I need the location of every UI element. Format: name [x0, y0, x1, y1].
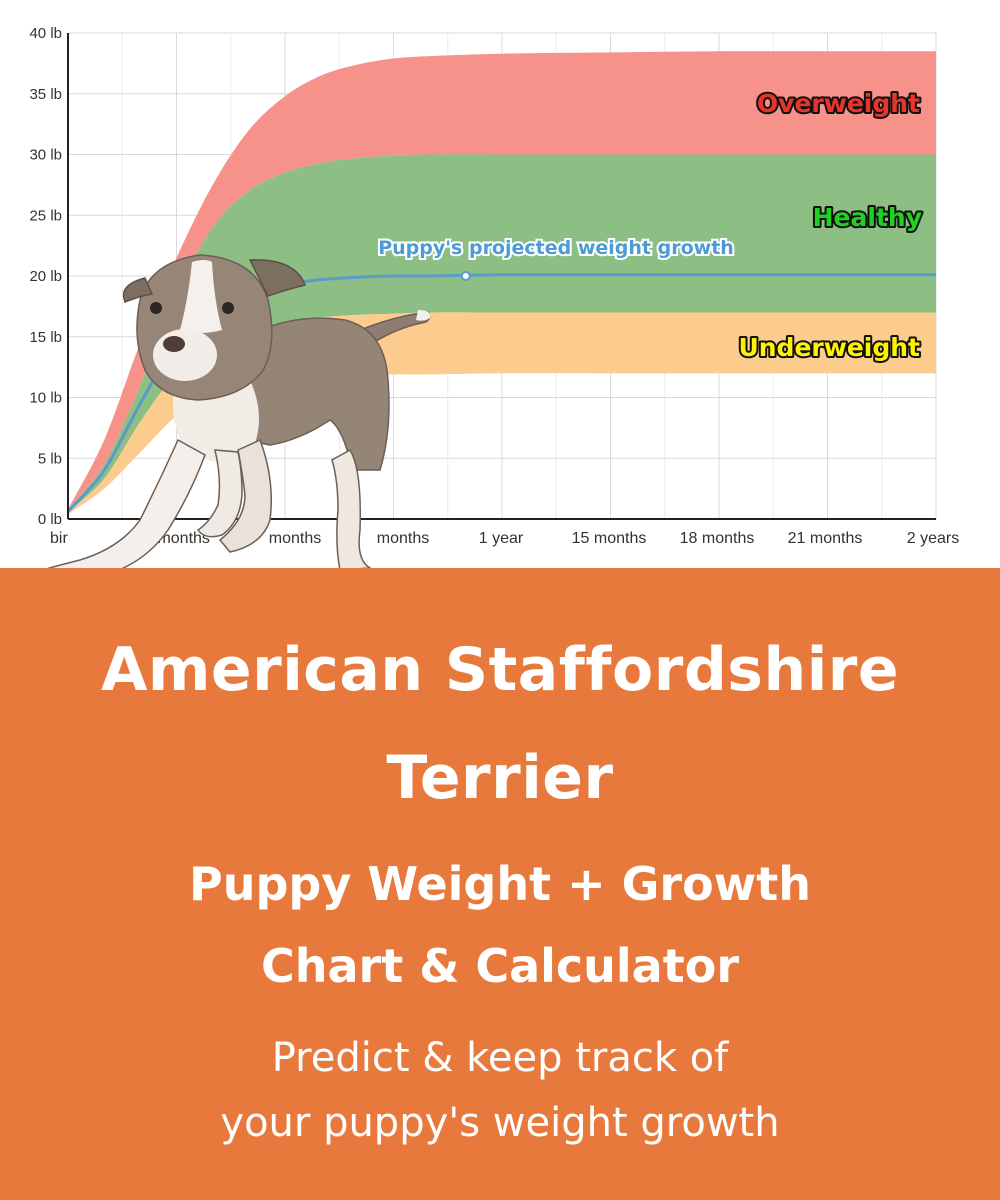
breed-title-line-2: Terrier	[386, 743, 614, 813]
puppy-front-leg	[46, 438, 206, 568]
band-label-overweight: Overweight	[757, 89, 920, 118]
band-label-healthy: Healthy	[813, 203, 922, 232]
puppy-back-leg-left	[218, 438, 272, 553]
x-tick-label: bir	[50, 530, 68, 547]
puppy-ear-right	[248, 259, 306, 297]
weight-growth-chart: Puppy's projected weight growth 0 lb 5 lb…	[29, 25, 959, 568]
puppy-nose	[163, 336, 185, 352]
tagline-line-1: Predict & keep track of	[271, 1035, 729, 1081]
subtitle-line-2: Chart & Calculator	[260, 939, 740, 993]
band-healthy	[68, 154, 936, 512]
chart-area: Puppy's projected weight growth 0 lb 5 lb…	[0, 0, 1000, 568]
tagline-line-2: your puppy's weight growth	[220, 1100, 780, 1146]
puppy-tail-tip	[416, 310, 431, 321]
y-tick-label: 20 lb	[29, 268, 62, 285]
puppy-ear-left	[122, 277, 154, 303]
x-tick-label: 21 months	[788, 530, 863, 547]
x-axis-tick-labels: bir 3 months months months 1 year 15 months 18…	[50, 530, 959, 547]
puppy-illustration	[46, 254, 431, 568]
y-axis-tick-labels: 0 lb 5 lb 10 lb 15 lb 20 lb 25 lb 30 lb 35 lb 40…	[29, 25, 62, 528]
y-tick-label: 5 lb	[38, 450, 62, 467]
series-label: Puppy's projected weight growth	[378, 237, 734, 259]
puppy-back-leg	[331, 448, 372, 568]
y-tick-label: 30 lb	[29, 147, 62, 164]
projected-growth-marker	[460, 271, 471, 281]
x-tick-label: months	[377, 530, 429, 547]
puppy-muzzle	[153, 329, 217, 381]
y-tick-label: 0 lb	[38, 511, 62, 528]
y-tick-label: 10 lb	[29, 390, 62, 407]
puppy-eye-right	[222, 302, 234, 314]
x-tick-label: 2 years	[907, 530, 959, 547]
band-labels: Overweight Healthy Underweight	[736, 87, 924, 364]
title-banner: American Staffordshire Terrier Puppy Wei…	[0, 568, 1000, 1200]
projected-growth-series: Puppy's projected weight growth	[66, 235, 936, 513]
y-tick-label: 25 lb	[29, 207, 62, 224]
band-overweight	[68, 51, 936, 510]
y-tick-label: 15 lb	[29, 329, 62, 346]
puppy-front-leg-right	[196, 449, 243, 538]
x-tick-label: months	[269, 530, 321, 547]
puppy-eye-left	[150, 302, 162, 314]
band-label-underweight: Underweight	[738, 333, 920, 362]
puppy-blaze	[180, 260, 222, 333]
y-tick-label: 35 lb	[29, 86, 62, 103]
x-tick-label: 1 year	[479, 530, 524, 547]
y-tick-label: 40 lb	[29, 25, 62, 42]
breed-title-line-1: American Staffordshire	[100, 635, 900, 705]
x-tick-label: 15 months	[572, 530, 647, 547]
subtitle-line-1: Puppy Weight + Growth	[189, 857, 811, 911]
x-tick-label: 18 months	[680, 530, 755, 547]
